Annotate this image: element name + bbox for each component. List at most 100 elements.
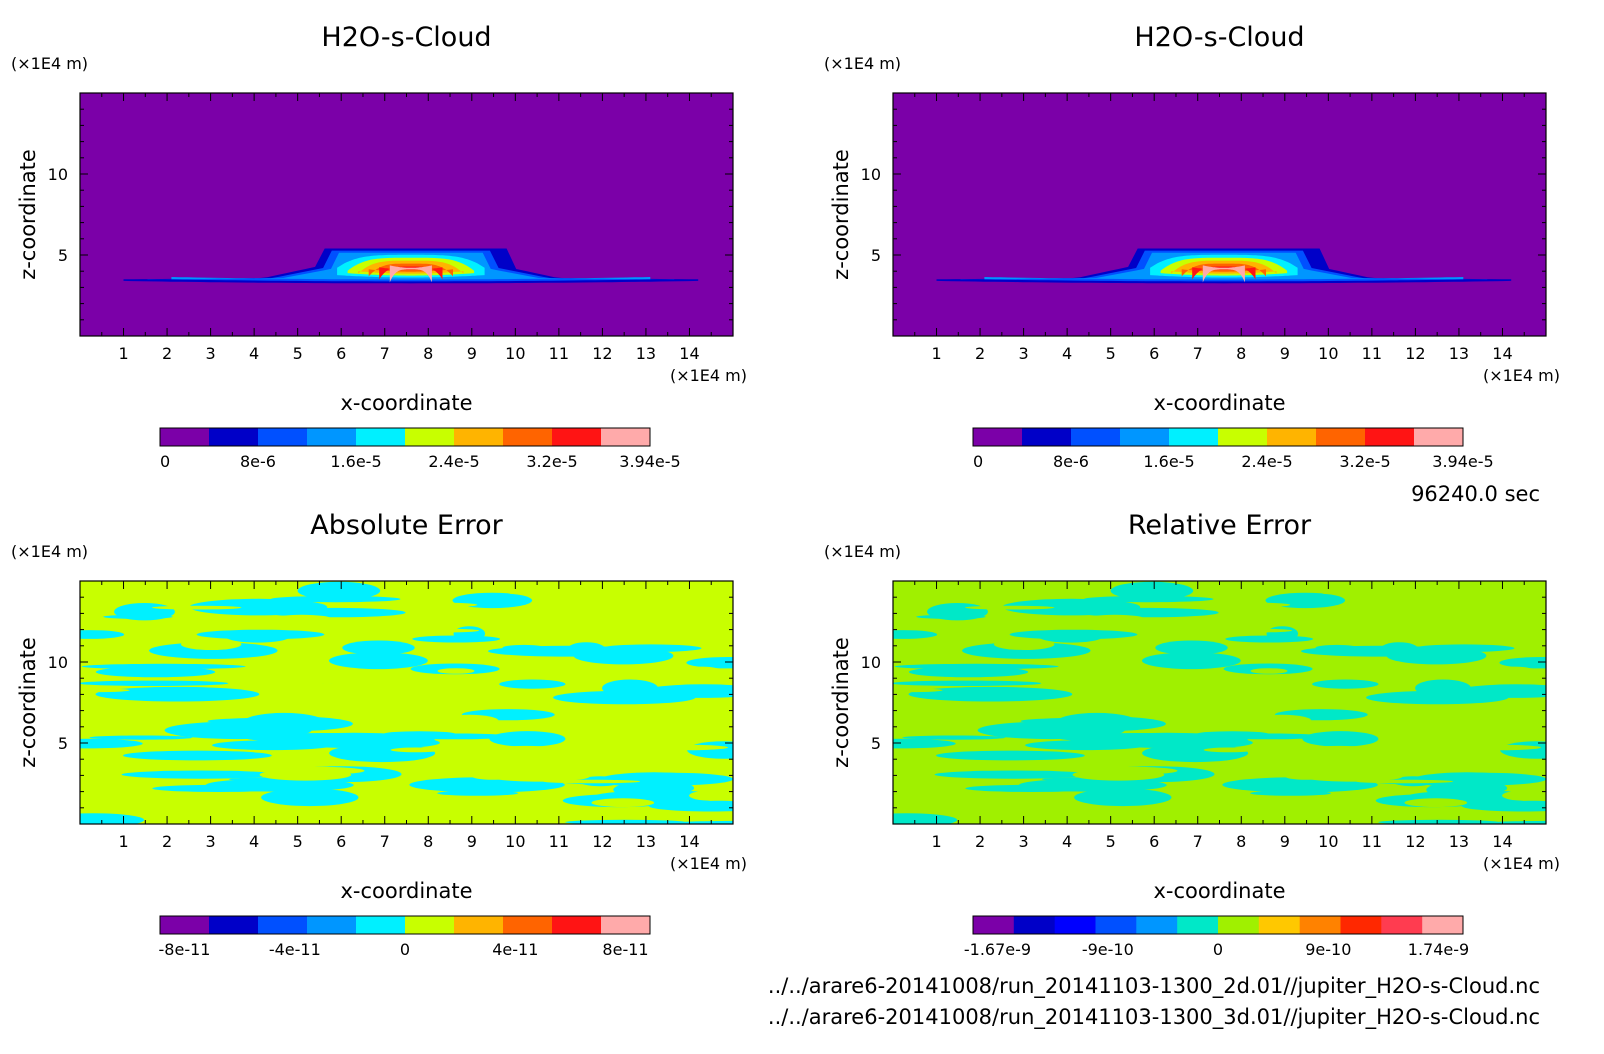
field-patch	[383, 731, 456, 737]
x-unit-label: (×1E4 m)	[670, 854, 747, 873]
field-patch	[1361, 810, 1470, 819]
field-patch	[489, 731, 566, 747]
field-patch	[962, 642, 1091, 659]
colorbar-swatch	[552, 916, 602, 934]
colorbar-swatch	[1071, 428, 1121, 446]
colorbar-swatch	[405, 428, 455, 446]
x-tick-label: 5	[293, 832, 303, 851]
field-patch	[1212, 628, 1293, 633]
y-axis-label: z-coordinate	[829, 149, 853, 280]
field-patch	[591, 798, 655, 808]
colorbar-swatch	[1258, 916, 1301, 934]
contour-level-7	[368, 263, 453, 277]
chart-panel-4: Relative Error(×1E4 m)1 2 3 4 5 6 7 8 9 10 11 12 13 1…	[824, 510, 1560, 959]
field-patch	[80, 630, 125, 639]
heatmap-field	[893, 581, 1546, 824]
y-unit-label: (×1E4 m)	[11, 542, 88, 561]
colorbar-swatch	[1299, 916, 1341, 934]
field-patch	[674, 820, 733, 824]
x-tick-label: 6	[1149, 344, 1159, 363]
x-tick-label: 3	[206, 832, 216, 851]
field-patch	[122, 750, 272, 761]
x-axis-label: x-coordinate	[340, 879, 472, 903]
field-patch	[1060, 619, 1099, 628]
field-patch	[1465, 709, 1546, 718]
chart-panel-1: H2O-s-Cloud(×1E4 m)1 2 3 4 5 6 7 8 9 10 11 12 13 1451…	[11, 22, 747, 471]
field-patch	[1225, 635, 1314, 643]
field-background	[893, 93, 1546, 336]
x-tick-label: 6	[336, 344, 346, 363]
field-patch	[432, 752, 545, 761]
x-tick-label: 5	[1106, 832, 1116, 851]
colorbar: 0 8e-6 1.6e-5 2.4e-5 3.2e-5 3.94e-5	[972, 427, 1494, 471]
time-label: 96240.0 sec	[1411, 482, 1540, 506]
colorbar-tick-label: 3.94e-5	[1432, 452, 1493, 471]
field-patch	[1455, 782, 1508, 795]
colorbar-tick-label: 8e-11	[602, 940, 648, 959]
chart-title: H2O-s-Cloud	[321, 22, 491, 53]
colorbar-swatch	[209, 428, 259, 446]
colorbar-swatch	[1365, 428, 1415, 446]
colorbar-swatch	[1316, 428, 1366, 446]
field-patch	[1155, 640, 1228, 655]
field-patch	[1002, 598, 1141, 616]
x-tick-label: 2	[162, 344, 172, 363]
y-tick-label: 5	[871, 734, 881, 753]
x-tick-label: 14	[1492, 832, 1512, 851]
field-patch	[652, 709, 733, 718]
colorbar-swatch	[973, 916, 1015, 934]
field-patch	[893, 813, 958, 824]
chart-title: Absolute Error	[310, 510, 503, 541]
y-tick-label: 5	[58, 734, 68, 753]
y-unit-label: (×1E4 m)	[824, 54, 901, 73]
x-unit-label: (×1E4 m)	[670, 366, 747, 385]
field-patch	[1083, 596, 1214, 603]
field-patch	[686, 657, 733, 669]
x-tick-label: 11	[1362, 832, 1382, 851]
y-tick-label: 5	[58, 246, 68, 265]
colorbar-swatch	[209, 916, 259, 934]
field-patch	[647, 619, 733, 629]
x-tick-label: 1	[118, 344, 128, 363]
field-patch	[80, 680, 229, 686]
colorbar-swatch	[1136, 916, 1178, 934]
chart-title: H2O-s-Cloud	[1134, 22, 1304, 53]
colorbar-swatch	[1414, 428, 1464, 446]
colorbar-swatch	[258, 428, 308, 446]
colorbar-swatch	[258, 916, 308, 934]
colorbar-swatch	[356, 916, 406, 934]
field-patch	[893, 712, 945, 716]
x-tick-label: 11	[549, 344, 569, 363]
x-tick-label: 10	[1318, 344, 1338, 363]
field-patch	[488, 645, 647, 657]
field-patch	[1502, 790, 1546, 801]
colorbar-swatch	[307, 916, 357, 934]
field-patch	[1302, 731, 1379, 747]
contour-level-9	[389, 265, 432, 283]
field-patch	[289, 807, 351, 814]
field-patch	[81, 663, 246, 670]
x-tick-label: 10	[505, 832, 525, 851]
field-patch	[390, 747, 442, 753]
field-patch	[1085, 614, 1145, 623]
field-patch	[436, 608, 482, 622]
x-tick-label: 12	[1405, 344, 1425, 363]
field-patch	[1499, 657, 1546, 669]
field-patch	[275, 820, 368, 824]
y-unit-label: (×1E4 m)	[824, 542, 901, 561]
colorbar-tick-label: 8e-6	[1053, 452, 1089, 471]
x-tick-label: 10	[505, 344, 525, 363]
field-patch	[80, 738, 143, 749]
field-patch	[437, 790, 518, 796]
field-patch	[270, 596, 401, 603]
field-patch	[894, 663, 1059, 670]
colorbar-swatch	[405, 916, 455, 934]
colorbar-swatch	[1177, 916, 1219, 934]
x-tick-label: 9	[1280, 344, 1290, 363]
field-patch	[1461, 800, 1546, 812]
y-axis-label: z-coordinate	[16, 637, 40, 768]
colorbar-swatch	[160, 428, 210, 446]
x-tick-label: 2	[162, 832, 172, 851]
x-tick-label: 13	[1449, 344, 1469, 363]
chart-panel-2: H2O-s-Cloud(×1E4 m)1 2 3 4 5 6 7 8 9 10 11 12 13 1451…	[824, 22, 1560, 471]
